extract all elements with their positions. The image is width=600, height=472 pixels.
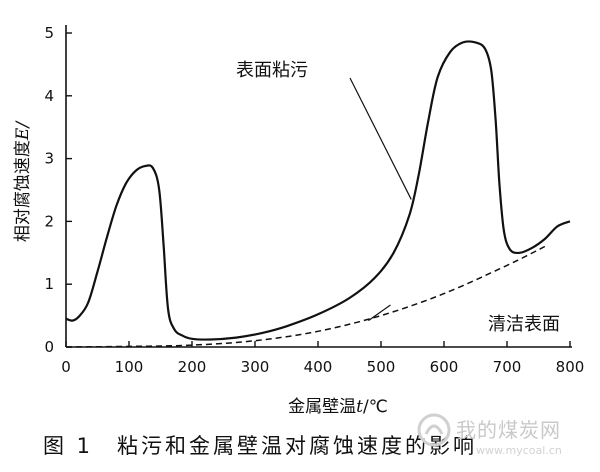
- x-axis-label-text: 金属壁温: [288, 397, 356, 417]
- annotation-clean-surface: 清洁表面: [488, 314, 560, 335]
- y-tick-label: 4: [44, 87, 54, 105]
- x-tick-label: 600: [430, 358, 459, 376]
- y-tick-label: 5: [44, 24, 54, 42]
- x-tick-label: 0: [61, 358, 71, 376]
- x-tick-label: 800: [556, 358, 585, 376]
- x-tick-label: 100: [115, 358, 144, 376]
- figure-caption: 图 1 粘污和金属壁温对腐蚀速度的影响: [42, 434, 478, 458]
- clean-surface-series-line: [65, 245, 546, 348]
- plot-area: 0 100 200 300 400 500 600 700 800 0 1 2 3 4 5 金属壁温t/℃ 相对…: [13, 24, 584, 417]
- y-tick-label: 2: [44, 212, 54, 230]
- y-tick-label: 0: [44, 338, 54, 356]
- x-tick-label: 200: [178, 358, 207, 376]
- x-axis-label-var: t: [356, 397, 363, 417]
- y-tick-label: 3: [44, 150, 54, 168]
- annotation-leader-clean: [368, 304, 391, 322]
- x-axis-label-unit: /℃: [363, 397, 388, 417]
- annotation-fouled-surface: 表面粘污: [236, 60, 308, 81]
- watermark-url: www.mycoal.cn: [476, 444, 562, 457]
- x-tick-label: 300: [241, 358, 270, 376]
- y-axis-label-var: E: [13, 127, 33, 141]
- y-axis-label: 相对腐蚀速度E/: [13, 120, 33, 242]
- annotation-leader-fouled: [349, 77, 412, 200]
- x-axis-label: 金属壁温t/℃: [288, 397, 388, 417]
- fouled-surface-series-line: [65, 40, 571, 341]
- y-axis-label-text: 相对腐蚀速度: [13, 140, 33, 242]
- x-tick-label: 400: [304, 358, 333, 376]
- watermark: 我的煤炭网 www.mycoal.cn: [412, 410, 600, 472]
- y-axis-label-unit: /: [13, 120, 33, 130]
- x-tick-label: 700: [493, 358, 522, 376]
- coal-logo-icon: [417, 413, 451, 447]
- watermark-text: 我的煤炭网: [456, 418, 561, 442]
- y-tick-label: 1: [44, 275, 54, 293]
- x-tick-label: 500: [367, 358, 396, 376]
